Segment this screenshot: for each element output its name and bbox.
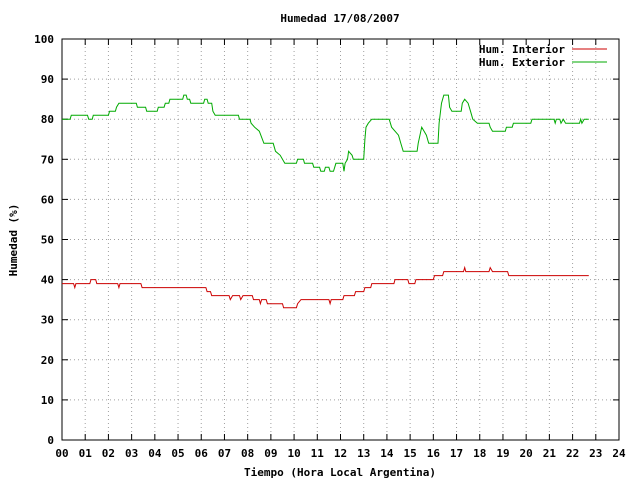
grid-lines: [62, 39, 619, 440]
x-tick-label: 02: [102, 447, 115, 460]
legend-label: Hum. Exterior: [479, 56, 565, 69]
y-axis: 0 10 20 30 40 50 60 70 80 90 100: [34, 33, 619, 447]
x-tick-label: 22: [566, 447, 579, 460]
x-tick-label: 13: [357, 447, 370, 460]
y-tick-label: 20: [41, 354, 54, 367]
y-tick-label: 90: [41, 73, 54, 86]
x-tick-label: 20: [520, 447, 533, 460]
legend-label: Hum. Interior: [479, 43, 565, 56]
x-tick-label: 14: [380, 447, 394, 460]
y-tick-label: 70: [41, 153, 54, 166]
y-tick-label: 50: [41, 234, 54, 247]
series-line-interior: [62, 265, 589, 309]
x-tick-label: 19: [496, 447, 509, 460]
x-tick-label: 07: [218, 447, 231, 460]
x-axis: 00 01 02 03 04 05 06 07 08 09 10 11 12 13 14 15 16 17 18 19…: [55, 39, 626, 460]
x-tick-label: 11: [311, 447, 325, 460]
y-tick-label: 60: [41, 193, 54, 206]
y-tick-label: 80: [41, 113, 54, 126]
y-tick-label: 100: [34, 33, 54, 46]
y-tick-label: 0: [47, 434, 54, 447]
x-tick-label: 24: [612, 447, 626, 460]
x-tick-label: 09: [264, 447, 277, 460]
x-tick-label: 01: [79, 447, 93, 460]
x-tick-label: 03: [125, 447, 138, 460]
x-tick-label: 05: [171, 447, 184, 460]
x-tick-label: 00: [55, 447, 68, 460]
y-tick-label: 30: [41, 314, 54, 327]
x-tick-label: 21: [543, 447, 557, 460]
x-axis-label: Tiempo (Hora Local Argentina): [244, 466, 436, 479]
x-tick-label: 04: [148, 447, 162, 460]
x-tick-label: 08: [241, 447, 254, 460]
x-tick-label: 17: [450, 447, 463, 460]
x-tick-label: 15: [404, 447, 417, 460]
x-tick-label: 18: [473, 447, 486, 460]
y-tick-label: 10: [41, 394, 54, 407]
x-tick-label: 10: [287, 447, 300, 460]
y-axis-label: Humedad (%): [7, 204, 20, 277]
y-tick-label: 40: [41, 274, 54, 287]
x-tick-label: 12: [334, 447, 347, 460]
x-tick-label: 06: [195, 447, 209, 460]
x-tick-label: 23: [589, 447, 602, 460]
x-tick-label: 16: [427, 447, 441, 460]
series-layer: [62, 94, 589, 309]
series-line-exterior: [62, 94, 589, 172]
chart-title: Humedad 17/08/2007: [280, 12, 399, 25]
